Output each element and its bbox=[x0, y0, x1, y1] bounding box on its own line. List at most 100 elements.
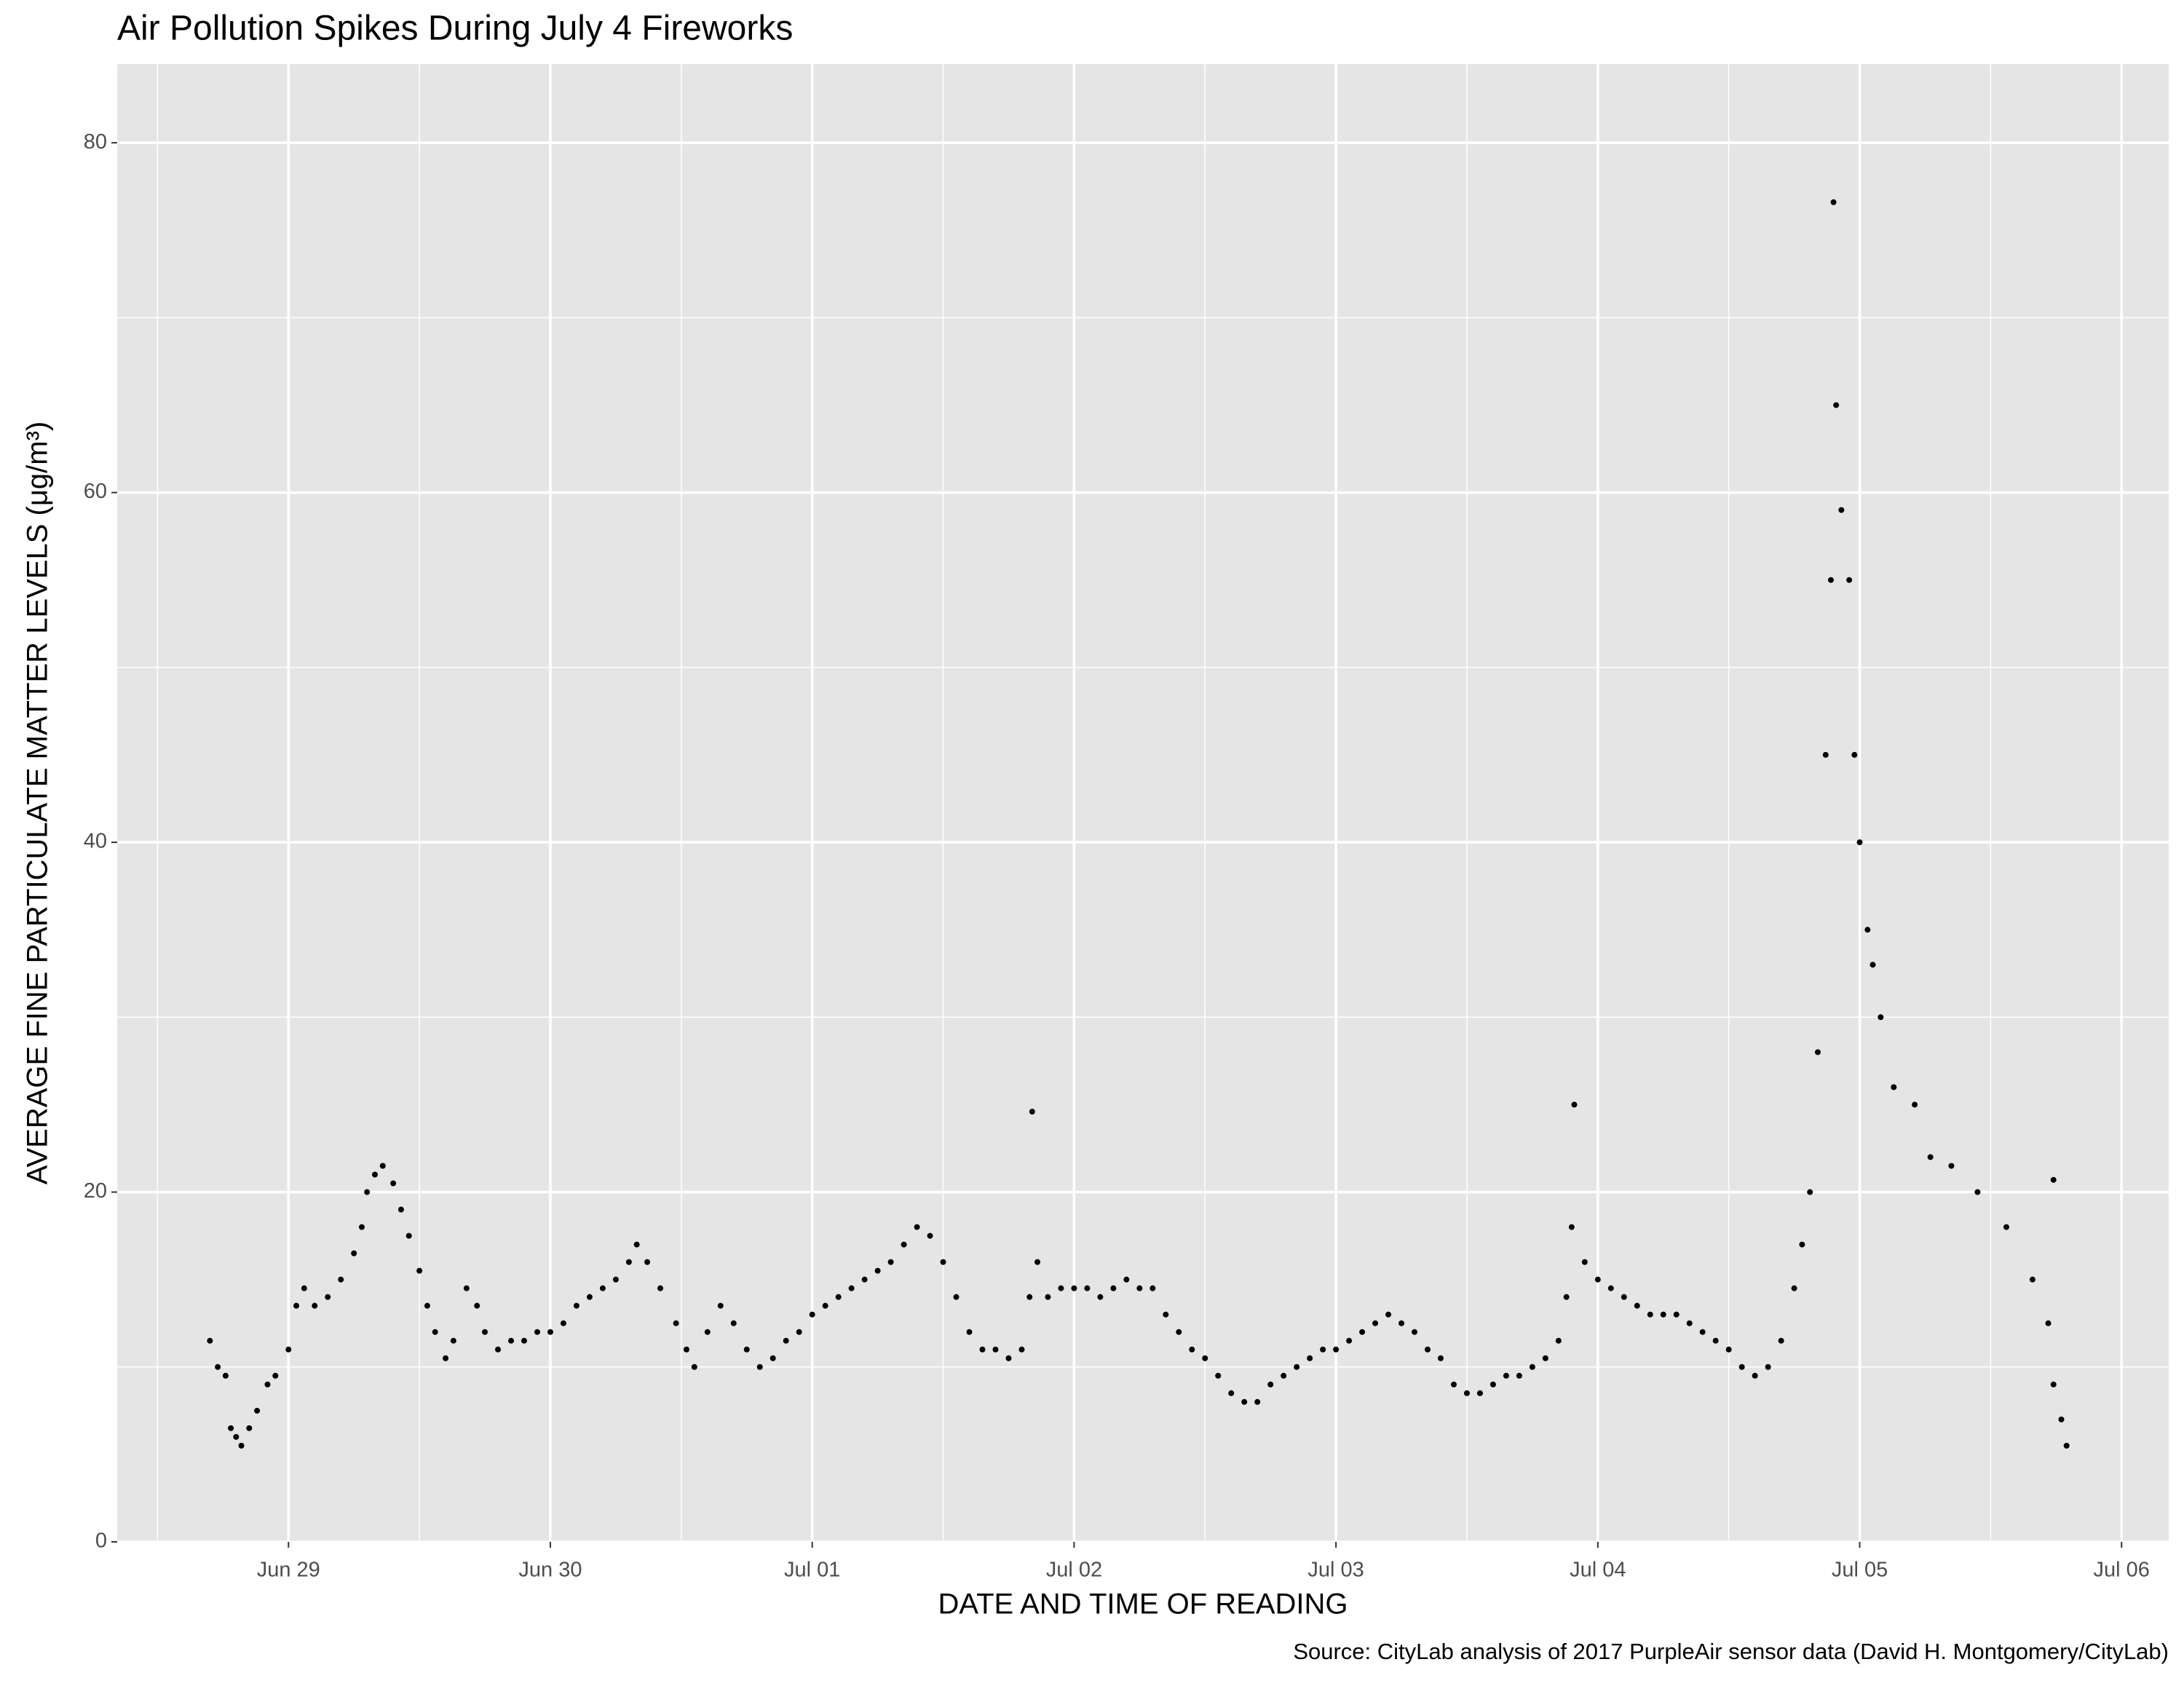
y-tick-label: 80 bbox=[84, 130, 107, 154]
data-point bbox=[1830, 199, 1837, 205]
data-point bbox=[914, 1224, 920, 1230]
data-point bbox=[1870, 962, 1876, 968]
data-point bbox=[1927, 1154, 1934, 1160]
data-point bbox=[1555, 1337, 1562, 1344]
data-point bbox=[783, 1337, 789, 1344]
data-point bbox=[612, 1276, 619, 1283]
data-point bbox=[371, 1171, 378, 1178]
data-point bbox=[1799, 1241, 1805, 1248]
data-point bbox=[450, 1337, 456, 1344]
data-point bbox=[1294, 1364, 1300, 1370]
data-point bbox=[717, 1302, 724, 1309]
data-point bbox=[547, 1329, 553, 1335]
data-point bbox=[1150, 1285, 1156, 1291]
data-point bbox=[1281, 1372, 1287, 1379]
data-point bbox=[1607, 1285, 1614, 1291]
data-point bbox=[901, 1241, 907, 1248]
data-point bbox=[2045, 1320, 2052, 1326]
data-point bbox=[1891, 1084, 1897, 1091]
data-point bbox=[874, 1267, 881, 1274]
data-point bbox=[1686, 1320, 1693, 1326]
data-point bbox=[1189, 1346, 1195, 1353]
data-point bbox=[1791, 1285, 1797, 1291]
data-point bbox=[379, 1163, 386, 1169]
data-point bbox=[1320, 1346, 1326, 1353]
data-point bbox=[743, 1346, 750, 1353]
data-point bbox=[1699, 1329, 1706, 1335]
data-point bbox=[1163, 1311, 1169, 1318]
data-point bbox=[1594, 1276, 1601, 1283]
data-point bbox=[861, 1276, 868, 1283]
chart-title: Air Pollution Spikes During July 4 Firew… bbox=[117, 9, 793, 48]
data-point bbox=[756, 1364, 763, 1370]
data-point bbox=[1752, 1372, 1758, 1379]
data-point bbox=[1647, 1311, 1653, 1318]
data-point bbox=[1563, 1294, 1570, 1300]
data-point bbox=[1673, 1311, 1679, 1318]
data-point bbox=[673, 1320, 679, 1326]
data-point bbox=[1034, 1259, 1041, 1265]
data-point bbox=[599, 1285, 606, 1291]
data-point bbox=[573, 1302, 579, 1309]
data-point bbox=[1372, 1320, 1379, 1326]
data-point bbox=[1838, 507, 1845, 513]
data-point bbox=[521, 1337, 527, 1344]
data-point bbox=[1136, 1285, 1143, 1291]
data-point bbox=[1359, 1329, 1366, 1335]
data-point bbox=[534, 1329, 540, 1335]
data-point bbox=[730, 1320, 737, 1326]
x-tick-label: Jul 02 bbox=[1046, 1559, 1102, 1582]
x-tick-label: Jul 04 bbox=[1570, 1559, 1626, 1582]
data-point bbox=[264, 1381, 271, 1388]
data-point bbox=[560, 1320, 566, 1326]
data-point bbox=[1856, 839, 1863, 846]
data-point bbox=[358, 1224, 365, 1230]
data-point bbox=[1571, 1101, 1578, 1108]
x-tick-label: Jun 29 bbox=[257, 1559, 320, 1582]
data-point bbox=[1385, 1311, 1392, 1318]
data-point bbox=[1463, 1390, 1470, 1396]
data-point bbox=[2029, 1276, 2035, 1283]
data-point bbox=[633, 1241, 640, 1248]
data-point bbox=[443, 1355, 449, 1361]
data-point bbox=[397, 1206, 404, 1213]
data-point bbox=[254, 1407, 261, 1414]
data-point bbox=[796, 1329, 802, 1335]
data-point bbox=[293, 1302, 300, 1309]
data-point bbox=[1878, 1014, 1884, 1021]
data-point bbox=[508, 1337, 515, 1344]
data-point bbox=[338, 1276, 344, 1283]
data-point bbox=[1307, 1355, 1313, 1361]
data-point bbox=[325, 1294, 331, 1300]
data-point bbox=[1503, 1372, 1509, 1379]
data-point bbox=[1437, 1355, 1444, 1361]
data-point bbox=[2063, 1442, 2070, 1449]
data-point bbox=[1912, 1101, 1918, 1108]
data-point bbox=[1778, 1337, 1784, 1344]
data-point bbox=[1254, 1398, 1261, 1405]
data-point bbox=[416, 1267, 423, 1274]
data-point bbox=[1202, 1355, 1208, 1361]
data-point bbox=[301, 1285, 307, 1291]
data-point bbox=[1822, 751, 1829, 758]
data-point bbox=[1029, 1109, 1035, 1115]
data-point bbox=[1765, 1364, 1771, 1370]
x-tick-label: Jul 03 bbox=[1307, 1559, 1364, 1582]
data-point bbox=[586, 1294, 593, 1300]
data-point bbox=[1634, 1302, 1640, 1309]
data-point bbox=[1097, 1294, 1104, 1300]
data-point bbox=[474, 1302, 480, 1309]
data-point bbox=[1071, 1285, 1077, 1291]
data-point bbox=[769, 1355, 776, 1361]
data-point bbox=[1412, 1329, 1418, 1335]
data-point bbox=[1346, 1337, 1353, 1344]
data-point bbox=[405, 1232, 412, 1239]
x-tick-label: Jun 30 bbox=[518, 1559, 582, 1582]
data-point bbox=[207, 1337, 213, 1344]
data-point bbox=[1228, 1390, 1235, 1396]
data-point bbox=[1725, 1346, 1732, 1353]
data-point bbox=[2058, 1416, 2065, 1422]
data-point bbox=[835, 1294, 842, 1300]
data-point bbox=[1425, 1346, 1431, 1353]
data-point bbox=[233, 1433, 240, 1440]
